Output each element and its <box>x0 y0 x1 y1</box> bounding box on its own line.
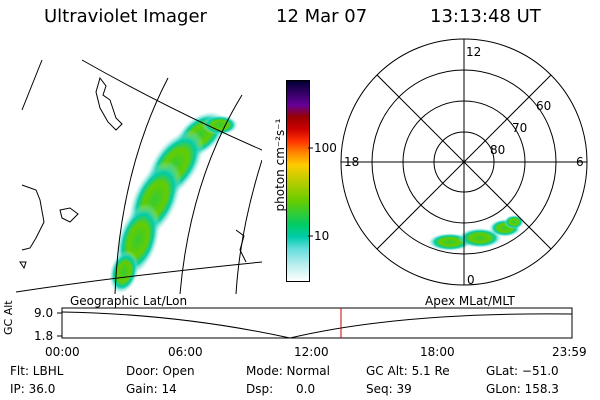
xtick-0000: 00:00 <box>45 345 80 359</box>
lat-label-70: 70 <box>512 121 527 135</box>
altitude-ytick-low: 1.8 <box>34 329 54 343</box>
info-gc-alt: GC Alt: 5.1 Re <box>366 364 450 378</box>
xtick-2359: 23:59 <box>552 345 587 359</box>
mlt-label-18: 18 <box>344 155 359 169</box>
mlt-label-0: 0 <box>467 273 475 287</box>
geo-panel-label: Geographic Lat/Lon <box>70 294 188 308</box>
lat-label-60: 60 <box>536 99 551 113</box>
xtick-1800: 18:00 <box>420 345 455 359</box>
info-gain: Gain: 14 <box>126 382 177 396</box>
colorbar-tick-10: 10 <box>314 229 330 243</box>
geo-aurora <box>109 111 238 294</box>
info-glon: GLon: 158.3 <box>486 382 559 396</box>
info-glat: GLat: −51.0 <box>486 364 559 378</box>
xtick-0600: 06:00 <box>168 345 203 359</box>
info-mode: Mode: Normal <box>246 364 330 378</box>
colorbar <box>286 80 310 282</box>
info-seq: Seq: 39 <box>366 382 412 396</box>
mlt-label-6: 6 <box>576 155 584 169</box>
xtick-1200: 12:00 <box>294 345 329 359</box>
info-dsp: Dsp: 0.0 <box>246 382 316 396</box>
altitude-ytick-high: 9.0 <box>34 306 54 320</box>
info-flt: Flt: LBHL <box>10 364 64 378</box>
colorbar-tick-100: 100 <box>314 141 337 155</box>
altitude-ylabel: GC Alt <box>2 300 15 335</box>
instrument-title: Ultraviolet Imager <box>44 6 207 27</box>
info-door: Door: Open <box>126 364 195 378</box>
altitude-curve <box>61 311 573 339</box>
info-ip: IP: 36.0 <box>10 382 56 396</box>
geo-map-area <box>16 59 262 294</box>
polar-panel-label: Apex MLat/MLT <box>425 294 515 308</box>
time-label: 13:13:48 UT <box>430 6 541 27</box>
date-label: 12 Mar 07 <box>276 6 368 27</box>
mlt-label-12: 12 <box>466 45 481 59</box>
lat-label-80: 80 <box>490 143 505 157</box>
polar-aurora <box>428 215 524 251</box>
